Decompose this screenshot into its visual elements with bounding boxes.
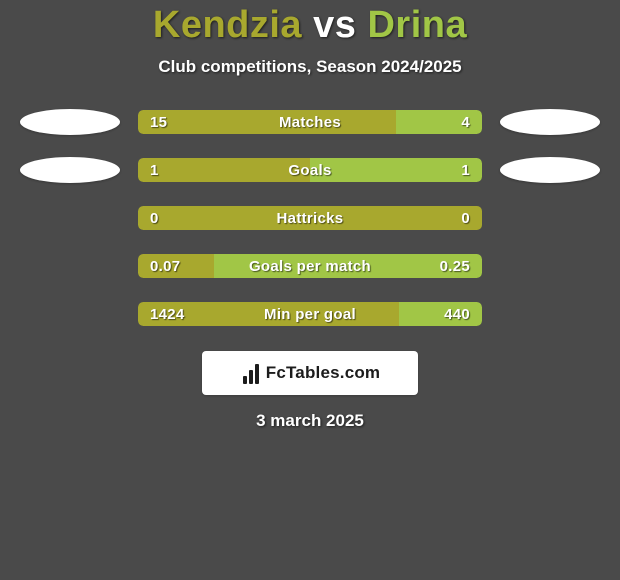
stat-bar: 0 Hattricks 0 bbox=[138, 206, 482, 230]
comparison-infographic: Kendzia vs Drina Club competitions, Seas… bbox=[0, 0, 620, 580]
player-right-ellipse-icon bbox=[500, 109, 600, 135]
brand-card: FcTables.com bbox=[202, 351, 418, 395]
stat-label: Hattricks bbox=[138, 206, 482, 230]
player-left-ellipse-icon bbox=[20, 157, 120, 183]
subtitle: Club competitions, Season 2024/2025 bbox=[0, 57, 620, 77]
stat-right-value: 1 bbox=[461, 158, 470, 182]
stat-right-value: 0.25 bbox=[440, 254, 470, 278]
stat-label: Matches bbox=[138, 110, 482, 134]
stat-label: Goals per match bbox=[138, 254, 482, 278]
stat-right-value: 440 bbox=[444, 302, 470, 326]
stat-right-value: 4 bbox=[461, 110, 470, 134]
stat-rows: 15 Matches 4 1 Goals 1 0 bbox=[0, 109, 620, 327]
stat-row: 15 Matches 4 bbox=[0, 109, 620, 135]
bar-chart-icon bbox=[240, 362, 262, 384]
title-right-player: Drina bbox=[367, 4, 467, 46]
brand-text: FcTables.com bbox=[266, 363, 381, 383]
stat-right-value: 0 bbox=[461, 206, 470, 230]
stat-row: 1 Goals 1 bbox=[0, 157, 620, 183]
title-vs: vs bbox=[313, 4, 356, 46]
stat-bar: 15 Matches 4 bbox=[138, 110, 482, 134]
title-left-player: Kendzia bbox=[153, 4, 302, 46]
stat-label: Min per goal bbox=[138, 302, 482, 326]
stat-bar: 1 Goals 1 bbox=[138, 158, 482, 182]
stat-label: Goals bbox=[138, 158, 482, 182]
page-title: Kendzia vs Drina bbox=[0, 4, 620, 47]
stat-bar: 0.07 Goals per match 0.25 bbox=[138, 254, 482, 278]
player-right-ellipse-icon bbox=[500, 157, 600, 183]
player-left-ellipse-icon bbox=[20, 109, 120, 135]
stat-bar: 1424 Min per goal 440 bbox=[138, 302, 482, 326]
stat-row: 0 Hattricks 0 bbox=[0, 205, 620, 231]
stat-row: 1424 Min per goal 440 bbox=[0, 301, 620, 327]
stat-row: 0.07 Goals per match 0.25 bbox=[0, 253, 620, 279]
date-label: 3 march 2025 bbox=[0, 411, 620, 431]
